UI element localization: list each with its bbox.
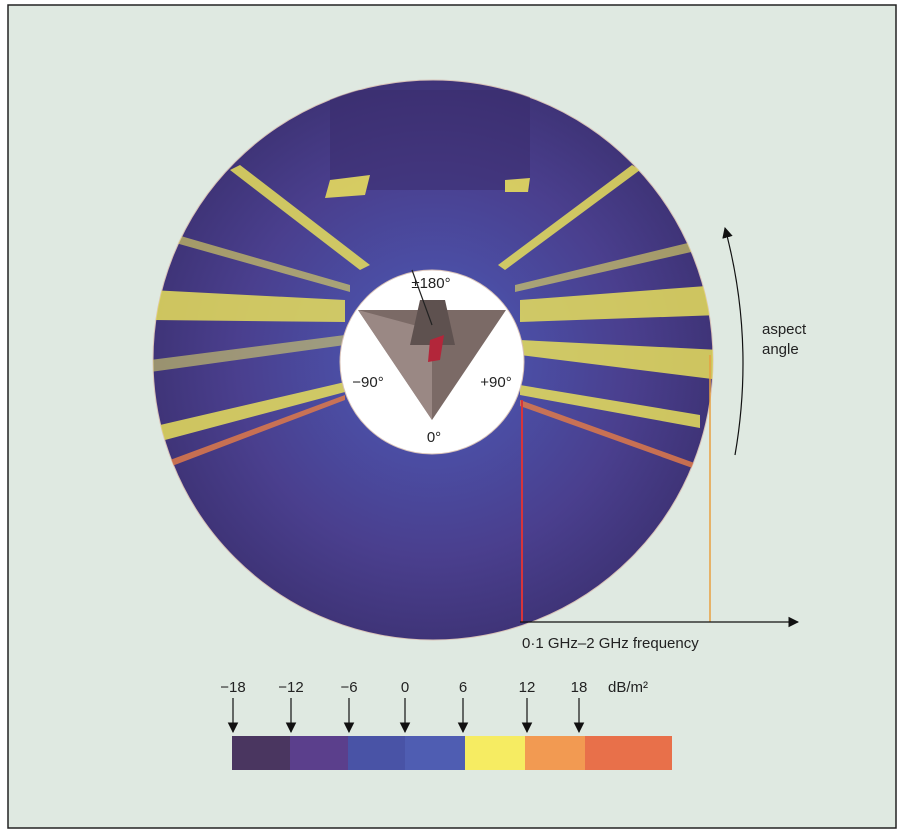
aspect-arrow xyxy=(722,226,744,456)
colorbar-tick-label: 18 xyxy=(571,679,588,696)
angle-label: ±180° xyxy=(411,275,450,292)
angle-label: +90° xyxy=(480,374,511,391)
colorbar-tick-label: −18 xyxy=(220,679,245,696)
aspect-label: aspect xyxy=(762,321,807,338)
frequency-label: 0·1 GHz–2 GHz frequency xyxy=(522,635,699,652)
angle-label: 0° xyxy=(427,429,441,446)
aspect-label: angle xyxy=(762,341,799,358)
colorbar xyxy=(232,736,672,770)
colorbar-unit: dB/m² xyxy=(608,679,648,696)
colorbar-tick-label: 12 xyxy=(519,679,536,696)
colorbar-tick-label: 0 xyxy=(401,679,409,696)
angle-label: −90° xyxy=(352,374,383,391)
colorbar-tick-label: 6 xyxy=(459,679,467,696)
aircraft xyxy=(358,269,506,420)
colorbar-tick-label: −6 xyxy=(340,679,357,696)
colorbar-tick-label: −12 xyxy=(278,679,303,696)
rcs-streaks xyxy=(153,90,713,470)
